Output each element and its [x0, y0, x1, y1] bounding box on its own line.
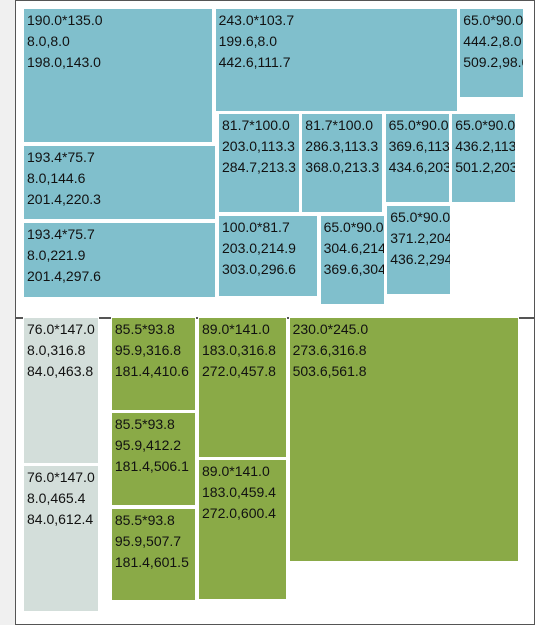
bottom-box-6: 89.0*141.0 183.0,459.4 272.0,600.4 — [198, 459, 287, 601]
box-pos-label: 95.9,507.7 — [114, 532, 182, 549]
box-pos-label: 183.0,316.8 — [202, 341, 276, 358]
bottom-box-4: 85.5*93.8 95.9,507.7 181.4,601.5 — [110, 507, 197, 602]
box-size-label: 89.0*141.0 — [202, 463, 270, 480]
box-end-label: 509.2,98.0 — [463, 54, 525, 70]
top-box-9: 100.0*81.7 203.0,214.9 303.0,296.6 — [218, 214, 318, 297]
box-size-label: 85.5*93.8 — [114, 511, 175, 528]
box-size-label: 76.0*147.0 — [27, 469, 95, 486]
top-box-8: 193.4*75.7 8.0,221.9 201.4,297.6 — [23, 221, 217, 298]
bottom-box-5: 89.0*141.0 183.0,316.8 272.0,457.8 — [198, 316, 287, 458]
box-pos-label: 8.0,221.9 — [27, 246, 86, 263]
box-pos-label: 371.2,204.9 — [390, 229, 450, 246]
box-end-label: 201.4,220.3 — [27, 190, 101, 207]
box-pos-label: 273.6,316.8 — [292, 341, 367, 358]
box-size-label: 100.0*81.7 — [222, 218, 290, 235]
box-pos-label: 8.0,316.8 — [27, 341, 86, 358]
box-size-label: 65.0*90.0 — [455, 117, 516, 134]
box-size-label: 81.7*100.0 — [222, 117, 290, 134]
box-end-label: 198.0,143.0 — [27, 54, 101, 70]
top-box-0: 190.0*135.0 8.0,8.0 198.0,143.0 — [23, 8, 213, 143]
bottom-box-3: 85.5*93.8 95.9,412.2 181.4,506.1 — [110, 412, 197, 506]
box-size-label: 243.0*103.7 — [218, 12, 295, 28]
box-size-label: 81.7*100.0 — [305, 117, 374, 134]
box-end-label: 272.0,600.4 — [202, 505, 276, 522]
box-end-label: 503.6,561.8 — [292, 362, 367, 379]
box-pos-label: 369.6,113.3 — [388, 138, 450, 155]
box-end-label: 84.0,463.8 — [27, 362, 94, 379]
box-size-label: 190.0*135.0 — [27, 12, 103, 28]
box-size-label: 193.4*75.7 — [27, 225, 95, 242]
top-box-3: 193.4*75.7 8.0,144.6 201.4,220.3 — [23, 144, 217, 221]
box-pos-label: 95.9,412.2 — [114, 437, 182, 454]
box-end-label: 442.6,111.7 — [218, 54, 291, 70]
box-size-label: 193.4*75.7 — [27, 148, 95, 165]
box-size-label: 65.0*90.0 — [323, 218, 384, 235]
box-pos-label: 8.0,144.6 — [27, 169, 86, 186]
box-size-label: 89.0*141.0 — [202, 320, 270, 337]
box-pos-label: 436.2,113.3 — [455, 138, 517, 155]
top-box-7: 65.0*90.0 436.2,113.3 501.2,203.3 — [451, 113, 517, 204]
box-size-label: 230.0*245.0 — [292, 320, 369, 337]
box-size-label: 76.0*147.0 — [27, 320, 95, 337]
box-end-label: 181.4,506.1 — [114, 458, 189, 475]
box-size-label: 85.5*93.8 — [114, 416, 175, 433]
box-end-label: 284.7,213.3 — [222, 159, 296, 176]
box-end-label: 436.2,294.9 — [390, 250, 450, 267]
box-size-label: 65.0*90.0 — [388, 117, 449, 134]
bottom-box-1: 76.0*147.0 8.0,465.4 84.0,612.4 — [23, 465, 99, 613]
box-pos-label: 444.2,8.0 — [463, 33, 522, 49]
box-size-label: 85.5*93.8 — [114, 320, 175, 337]
box-pos-label: 203.0,113.3 — [222, 138, 295, 155]
box-end-label: 84.0,612.4 — [27, 511, 94, 528]
box-pos-label: 183.0,459.4 — [202, 484, 276, 501]
top-box-10: 65.0*90.0 304.6,214.9 369.6,304.9 — [319, 214, 385, 305]
box-pos-label: 203.0,214.9 — [222, 239, 296, 256]
bottom-box-2: 85.5*93.8 95.9,316.8 181.4,410.6 — [110, 316, 197, 411]
box-size-label: 65.0*90.0 — [390, 208, 451, 225]
box-end-label: 368.0,213.3 — [305, 159, 380, 176]
box-end-label: 181.4,601.5 — [114, 553, 189, 570]
top-box-5: 81.7*100.0 286.3,113.3 368.0,213.3 — [301, 113, 383, 214]
top-box-1: 243.0*103.7 199.6,8.0 442.6,111.7 — [214, 8, 458, 112]
box-pos-label: 8.0,465.4 — [27, 490, 86, 507]
bottom-box-7: 230.0*245.0 273.6,316.8 503.6,561.8 — [288, 316, 519, 562]
box-end-label: 303.0,296.6 — [222, 260, 296, 277]
top-box-2: 65.0*90.0 444.2,8.0 509.2,98.0 — [459, 8, 525, 98]
box-pos-label: 286.3,113.3 — [305, 138, 379, 155]
box-size-label: 65.0*90.0 — [463, 12, 524, 28]
box-end-label: 434.6,203.3 — [388, 159, 449, 176]
box-end-label: 201.4,297.6 — [27, 267, 101, 284]
box-pos-label: 95.9,316.8 — [114, 341, 182, 358]
box-pos-label: 199.6,8.0 — [218, 33, 277, 49]
top-box-6: 65.0*90.0 369.6,113.3 434.6,203.3 — [384, 113, 450, 204]
box-end-label: 369.6,304.9 — [323, 260, 384, 277]
box-end-label: 272.0,457.8 — [202, 362, 276, 379]
top-box-4: 81.7*100.0 203.0,113.3 284.7,213.3 — [218, 113, 300, 214]
box-end-label: 501.2,203.3 — [455, 159, 515, 176]
box-pos-label: 8.0,8.0 — [27, 33, 70, 49]
top-box-11: 65.0*90.0 371.2,204.9 436.2,294.9 — [386, 204, 452, 295]
box-end-label: 181.4,410.6 — [114, 362, 189, 379]
bottom-box-0: 76.0*147.0 8.0,316.8 84.0,463.8 — [23, 316, 99, 464]
box-pos-label: 304.6,214.9 — [323, 239, 384, 256]
